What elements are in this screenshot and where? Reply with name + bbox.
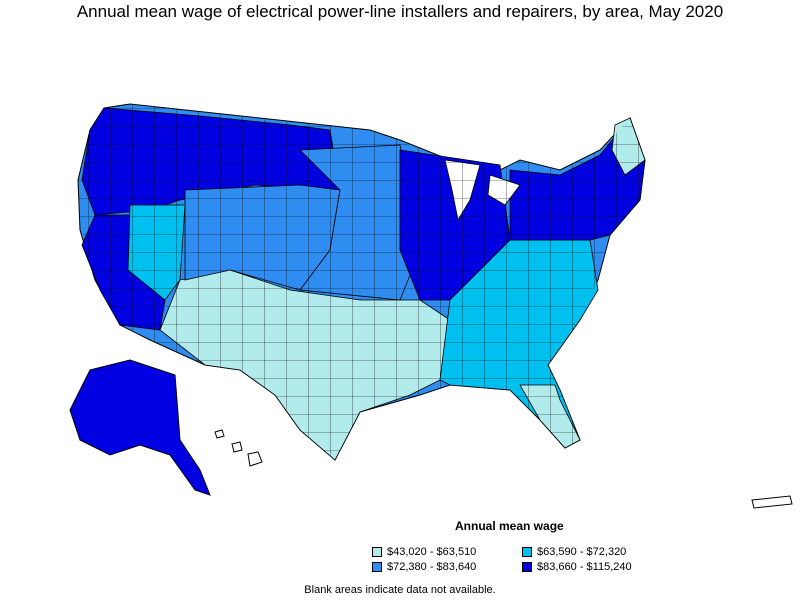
legend-item-1: $43,020 - $63,510 (372, 546, 476, 558)
legend-label-3: $72,380 - $83,640 (387, 561, 477, 573)
legend-swatch-3 (372, 562, 382, 572)
legend-swatch-4 (522, 562, 532, 572)
legend-label-4: $83,660 - $115,240 (537, 561, 632, 573)
legend-swatch-1 (372, 547, 382, 557)
legend-label-1: $43,020 - $63,510 (387, 546, 477, 558)
territory-puerto-rico (751, 495, 793, 509)
state-alaska (69, 359, 211, 496)
blank-areas-note: Blank areas indicate data not available. (304, 584, 496, 596)
legend-swatch-2 (522, 547, 532, 557)
legend-item-2: $63,590 - $72,320 (522, 546, 626, 558)
map-title: Annual mean wage of electrical power-lin… (76, 2, 724, 21)
state-hawaii (214, 429, 263, 467)
legend-item-3: $72,380 - $83,640 (372, 561, 476, 573)
sub-area-borders (78, 104, 645, 460)
legend-item-4: $83,660 - $115,240 (522, 561, 632, 573)
legend-label-2: $63,590 - $72,320 (537, 546, 627, 558)
legend-title: Annual mean wage (455, 519, 564, 533)
